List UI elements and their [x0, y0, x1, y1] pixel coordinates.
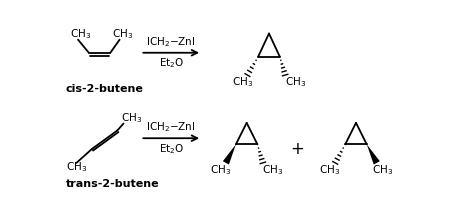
Text: cis-2-butene: cis-2-butene: [66, 84, 143, 94]
Text: CH$_3$: CH$_3$: [210, 163, 231, 177]
Text: Et$_2$O: Et$_2$O: [159, 142, 184, 156]
Polygon shape: [223, 144, 236, 164]
Text: CH$_3$: CH$_3$: [232, 75, 254, 89]
Text: CH$_3$: CH$_3$: [319, 163, 340, 177]
Text: ICH$_2$−ZnI: ICH$_2$−ZnI: [147, 35, 196, 49]
Text: CH$_3$: CH$_3$: [284, 75, 306, 89]
Text: CH$_3$: CH$_3$: [71, 27, 92, 41]
Text: Et$_2$O: Et$_2$O: [159, 57, 184, 71]
Text: CH$_3$: CH$_3$: [372, 163, 393, 177]
Text: +: +: [290, 140, 304, 158]
Text: CH$_3$: CH$_3$: [121, 111, 142, 125]
Text: trans-2-butene: trans-2-butene: [66, 179, 159, 189]
Text: ICH$_2$−ZnI: ICH$_2$−ZnI: [147, 121, 196, 134]
Text: CH$_3$: CH$_3$: [262, 163, 283, 177]
Text: CH$_3$: CH$_3$: [66, 160, 87, 174]
Polygon shape: [367, 144, 380, 164]
Text: CH$_3$: CH$_3$: [112, 27, 133, 41]
